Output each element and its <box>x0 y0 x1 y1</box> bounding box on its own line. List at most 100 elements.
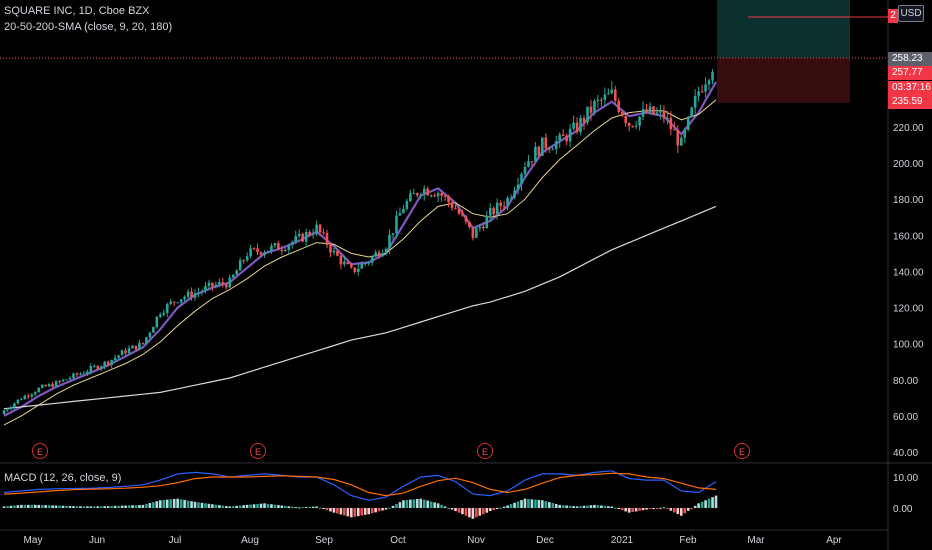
candle-body <box>405 201 409 209</box>
candle-body <box>502 206 506 208</box>
candle-body <box>325 232 329 246</box>
macd-hist-bar <box>294 507 298 509</box>
candle-body <box>294 235 298 242</box>
candle-body <box>2 410 6 415</box>
macd-hist-bar <box>162 499 166 508</box>
macd-hist-bar <box>648 508 652 510</box>
candle-body <box>558 134 562 142</box>
candle-body <box>440 193 443 196</box>
candle-body <box>9 407 13 410</box>
candle-body <box>256 248 259 253</box>
candle-body <box>343 261 346 265</box>
macd-hist-bar <box>325 508 329 511</box>
macd-hist-bar <box>33 504 37 508</box>
candle-body <box>145 337 148 344</box>
candle-body <box>409 193 412 202</box>
earnings-marker[interactable]: E <box>477 443 493 459</box>
macd-hist-bar <box>558 504 562 508</box>
macd-hist-bar <box>329 508 332 512</box>
candle-body <box>238 260 242 271</box>
macd-hist-bar <box>256 503 259 508</box>
candle-body <box>523 166 527 174</box>
macd-hist-bar <box>9 505 13 508</box>
macd-hist-bar <box>13 505 16 508</box>
candle-body <box>499 202 502 207</box>
macd-hist-bar <box>679 508 683 516</box>
macd-hist-bar <box>395 503 398 508</box>
macd-hist-bar <box>693 505 697 508</box>
macd-hist-bar <box>228 506 232 508</box>
macd-legend[interactable]: MACD (12, 26, close, 9) <box>4 472 122 484</box>
candle-body <box>245 256 249 261</box>
macd-hist-bar <box>617 508 621 509</box>
price-tick-label: 140.00 <box>893 267 924 278</box>
candle-body <box>20 399 23 401</box>
macd-hist-bar <box>141 504 145 508</box>
candle-body <box>89 366 93 372</box>
time-tick-label: Oct <box>390 535 406 546</box>
candle-body <box>464 215 468 222</box>
candle-body <box>707 80 711 85</box>
macd-hist-bar <box>676 508 680 515</box>
time-tick-label: Feb <box>679 535 697 546</box>
macd-hist-bar <box>492 508 496 510</box>
macd-hist-bar <box>475 508 478 518</box>
candle-body <box>610 89 614 94</box>
macd-hist-bar <box>155 501 159 508</box>
candle-body <box>475 228 478 238</box>
candle-body <box>332 250 336 253</box>
candle-body <box>422 188 426 195</box>
macd-tick-label: 0.00 <box>893 504 913 515</box>
macd-hist-bar <box>93 506 96 508</box>
candle-body <box>221 282 225 285</box>
macd-hist-bar <box>214 504 218 508</box>
earnings-marker[interactable]: E <box>250 443 266 459</box>
candle-body <box>554 141 558 150</box>
macd-line <box>3 470 717 501</box>
candle-body <box>402 208 405 214</box>
candle-body <box>572 122 575 129</box>
candle-body <box>641 109 645 117</box>
macd-hist-bar <box>495 508 499 509</box>
macd-hist-bar <box>409 499 412 508</box>
macd-hist-bar <box>513 502 516 508</box>
macd-hist-bar <box>322 508 325 509</box>
macd-hist-bar <box>405 499 409 508</box>
macd-hist-bar <box>207 503 211 508</box>
time-tick-label: Mar <box>747 535 765 546</box>
earnings-marker[interactable]: E <box>32 443 48 459</box>
macd-hist-bar <box>148 503 152 508</box>
macd-hist-bar <box>356 508 360 517</box>
candle-body <box>138 342 141 350</box>
candle-body <box>461 213 464 216</box>
candle-body <box>214 284 218 287</box>
macd-hist-bar <box>443 506 447 508</box>
candle-body <box>231 274 235 278</box>
indicator-legend[interactable]: 20-50-200-SMA (close, 9, 20, 180) <box>4 21 173 33</box>
candle-body <box>266 250 270 253</box>
macd-hist-bar <box>200 502 204 508</box>
candle-body <box>287 245 291 250</box>
candle-body <box>329 245 332 253</box>
macd-hist-bar <box>117 505 120 508</box>
candle-body <box>416 193 419 196</box>
macd-hist-bar <box>249 504 252 508</box>
candle-body <box>183 296 186 300</box>
macd-hist-bar <box>252 504 256 508</box>
candle-body <box>218 282 221 285</box>
candle-body <box>645 109 648 113</box>
candle-body <box>655 112 659 115</box>
macd-hist-bar <box>311 506 315 508</box>
candle-body <box>103 361 107 367</box>
macd-hist-bar <box>37 504 41 508</box>
countdown-tag: 03:37:16 <box>888 81 932 95</box>
macd-hist-bar <box>27 504 30 508</box>
currency-button[interactable]: USD <box>898 5 924 22</box>
earnings-marker[interactable]: E <box>734 443 750 459</box>
macd-hist-bar <box>683 508 687 514</box>
candle-body <box>158 314 162 317</box>
price-tick-label: 220.00 <box>893 123 924 134</box>
candle-body <box>544 137 548 149</box>
candle-body <box>353 267 357 272</box>
